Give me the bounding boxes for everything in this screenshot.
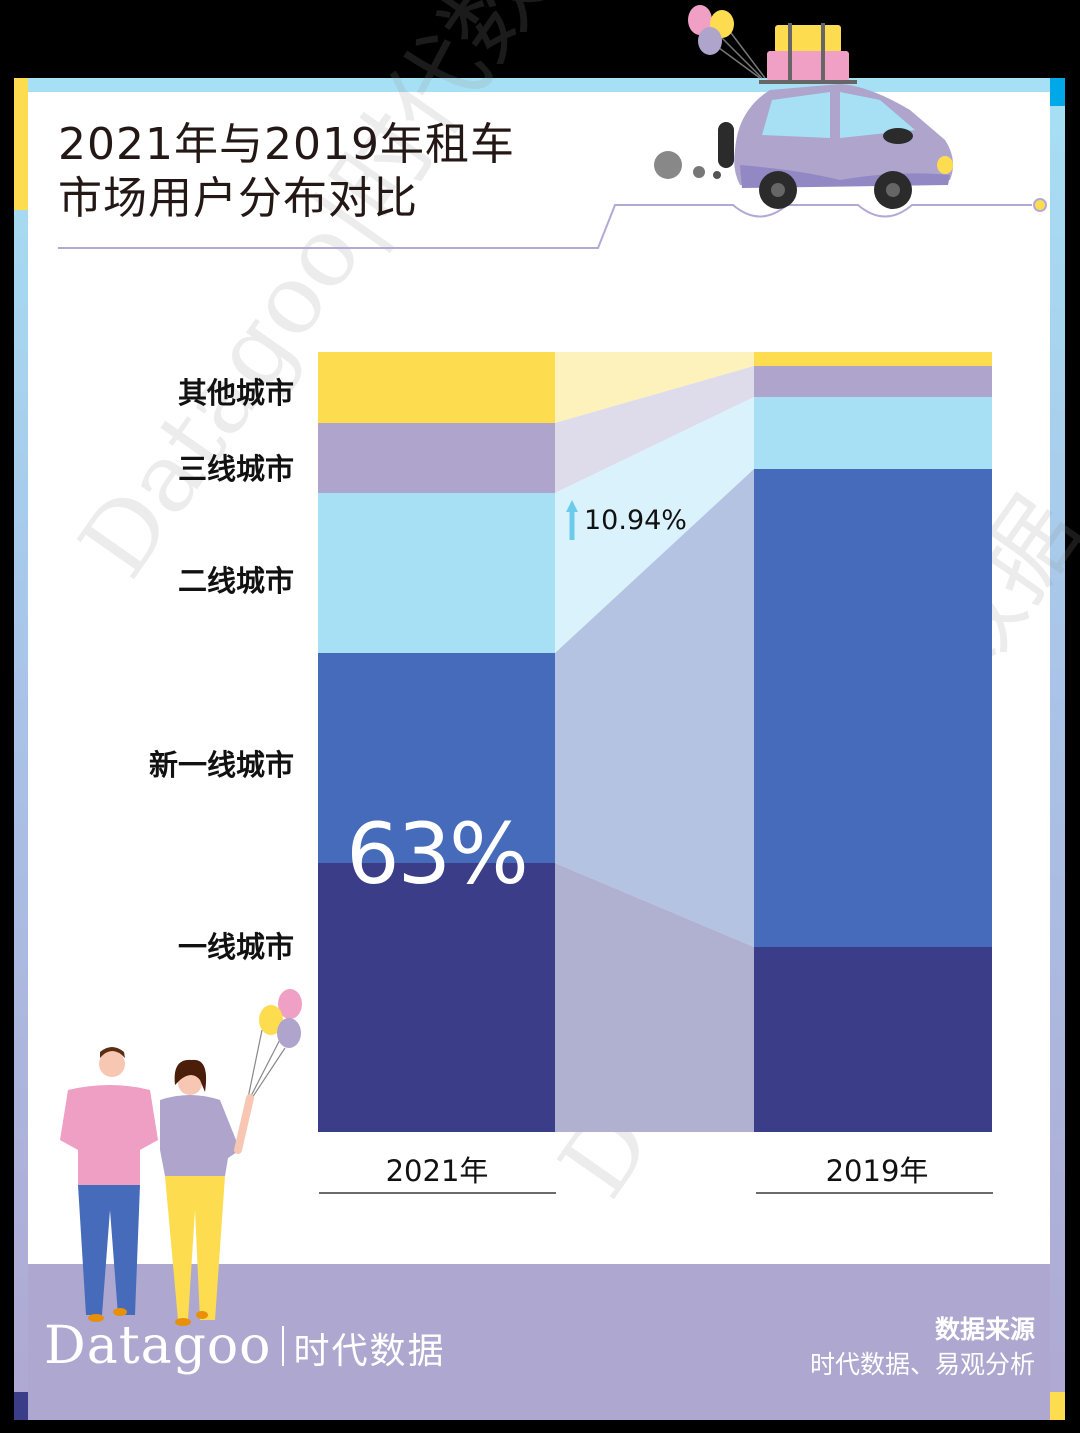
- flow-tier3: [555, 366, 754, 493]
- combined-share-label: 63%: [346, 805, 529, 903]
- brand-separator: [281, 1326, 284, 1366]
- bar-2021-tier3: [318, 423, 555, 493]
- brand-logo: Datagoo 时代数据: [44, 1316, 446, 1376]
- bar-2021: [318, 352, 555, 1132]
- car-icon: [718, 84, 954, 209]
- x-label-2019-underline: [756, 1192, 993, 1194]
- accent-navy-bottom-left: [14, 1392, 28, 1420]
- x-label-2021: 2021年: [385, 1154, 489, 1188]
- tier2-delta-value: 10.94%: [584, 504, 687, 536]
- accent-yellow-top-left: [14, 78, 28, 210]
- luggage-icon: [759, 23, 857, 84]
- x-label-2021-underline: [319, 1192, 556, 1194]
- title-line-2: 市场用户分布对比: [58, 173, 418, 224]
- tier2-delta: 10.94%: [566, 500, 687, 540]
- source-text: 时代数据、易观分析: [809, 1350, 1035, 1379]
- bar-2019: [754, 352, 992, 1132]
- category-label-tier2: 二线城市: [177, 564, 294, 598]
- flow-other: [555, 352, 754, 423]
- balloons-icon: [688, 5, 766, 79]
- couple-illustration: [60, 989, 302, 1326]
- brand-name-en: Datagoo: [44, 1316, 272, 1376]
- bar-2019-tier3: [754, 366, 992, 397]
- brand-name-cn: 时代数据: [293, 1331, 446, 1372]
- flow-new-tier1: [555, 469, 754, 947]
- category-label-tier3: 三线城市: [177, 452, 294, 486]
- category-label-new-tier1: 新一线城市: [148, 748, 294, 782]
- chart-flows: [555, 352, 754, 1132]
- bar-2019-other: [754, 352, 992, 366]
- flow-tier2: [555, 397, 754, 653]
- flow-tier1: [555, 863, 754, 1132]
- exhaust-puffs-icon: [654, 151, 721, 179]
- bar-2019-new-tier1: [754, 469, 992, 947]
- page-title: 2021年与2019年租车 市场用户分布对比: [58, 118, 515, 226]
- bar-2019-tier1: [754, 947, 992, 1132]
- title-underline: [58, 204, 1032, 249]
- accent-blue-top-right: [1050, 78, 1065, 106]
- category-label-tier1: 一线城市: [177, 930, 294, 964]
- bar-2021-tier2: [318, 493, 555, 653]
- up-arrow-icon: [566, 500, 578, 540]
- bar-2019-tier2: [754, 397, 992, 469]
- accent-yellow-bottom-right: [1050, 1392, 1065, 1420]
- category-label-other: 其他城市: [177, 376, 294, 410]
- bar-2021-new-tier1: [318, 653, 555, 863]
- underline-end-dot-icon: [1033, 198, 1047, 212]
- source-title: 数据来源: [934, 1315, 1035, 1344]
- title-line-1: 2021年与2019年租车: [58, 119, 515, 170]
- bar-2021-other: [318, 352, 555, 423]
- x-label-2019: 2019年: [825, 1154, 929, 1188]
- footer-band: [28, 1264, 1050, 1420]
- bar-2021-tier1: [318, 863, 555, 1132]
